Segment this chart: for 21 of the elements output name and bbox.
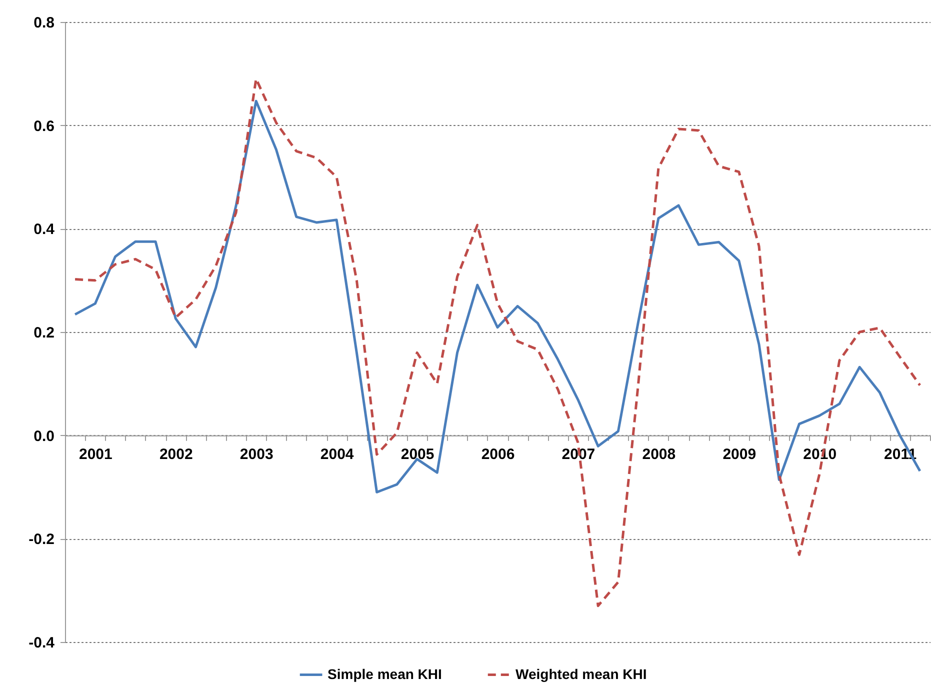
y-tick-label: 0.2 xyxy=(34,324,54,342)
y-tick-label: -0.2 xyxy=(28,531,54,548)
y-tick-label: 0.6 xyxy=(34,118,54,135)
y-tick-label: 0.8 xyxy=(34,14,54,32)
x-tick-label: 2007 xyxy=(562,446,596,463)
x-tick-label: 2003 xyxy=(240,446,274,463)
x-tick-label: 2008 xyxy=(642,446,676,463)
x-tick-label: 2010 xyxy=(803,446,837,463)
line-series xyxy=(74,100,922,494)
y-tick-label: 0.0 xyxy=(34,428,54,445)
x-tick-label: 2009 xyxy=(722,446,756,463)
line-series xyxy=(74,78,922,608)
x-tick-label: 2005 xyxy=(400,446,434,463)
y-tick-label: -0.4 xyxy=(28,634,56,652)
x-tick-label: 2002 xyxy=(159,446,193,463)
x-tick-label: 2001 xyxy=(78,446,112,463)
x-tick-label: 2004 xyxy=(320,446,354,463)
legend-label: Weighted mean KHI xyxy=(516,666,647,682)
legend-label: Simple mean KHI xyxy=(328,666,442,682)
x-tick-label: 2006 xyxy=(481,446,515,463)
y-tick-label: 0.4 xyxy=(34,221,56,238)
